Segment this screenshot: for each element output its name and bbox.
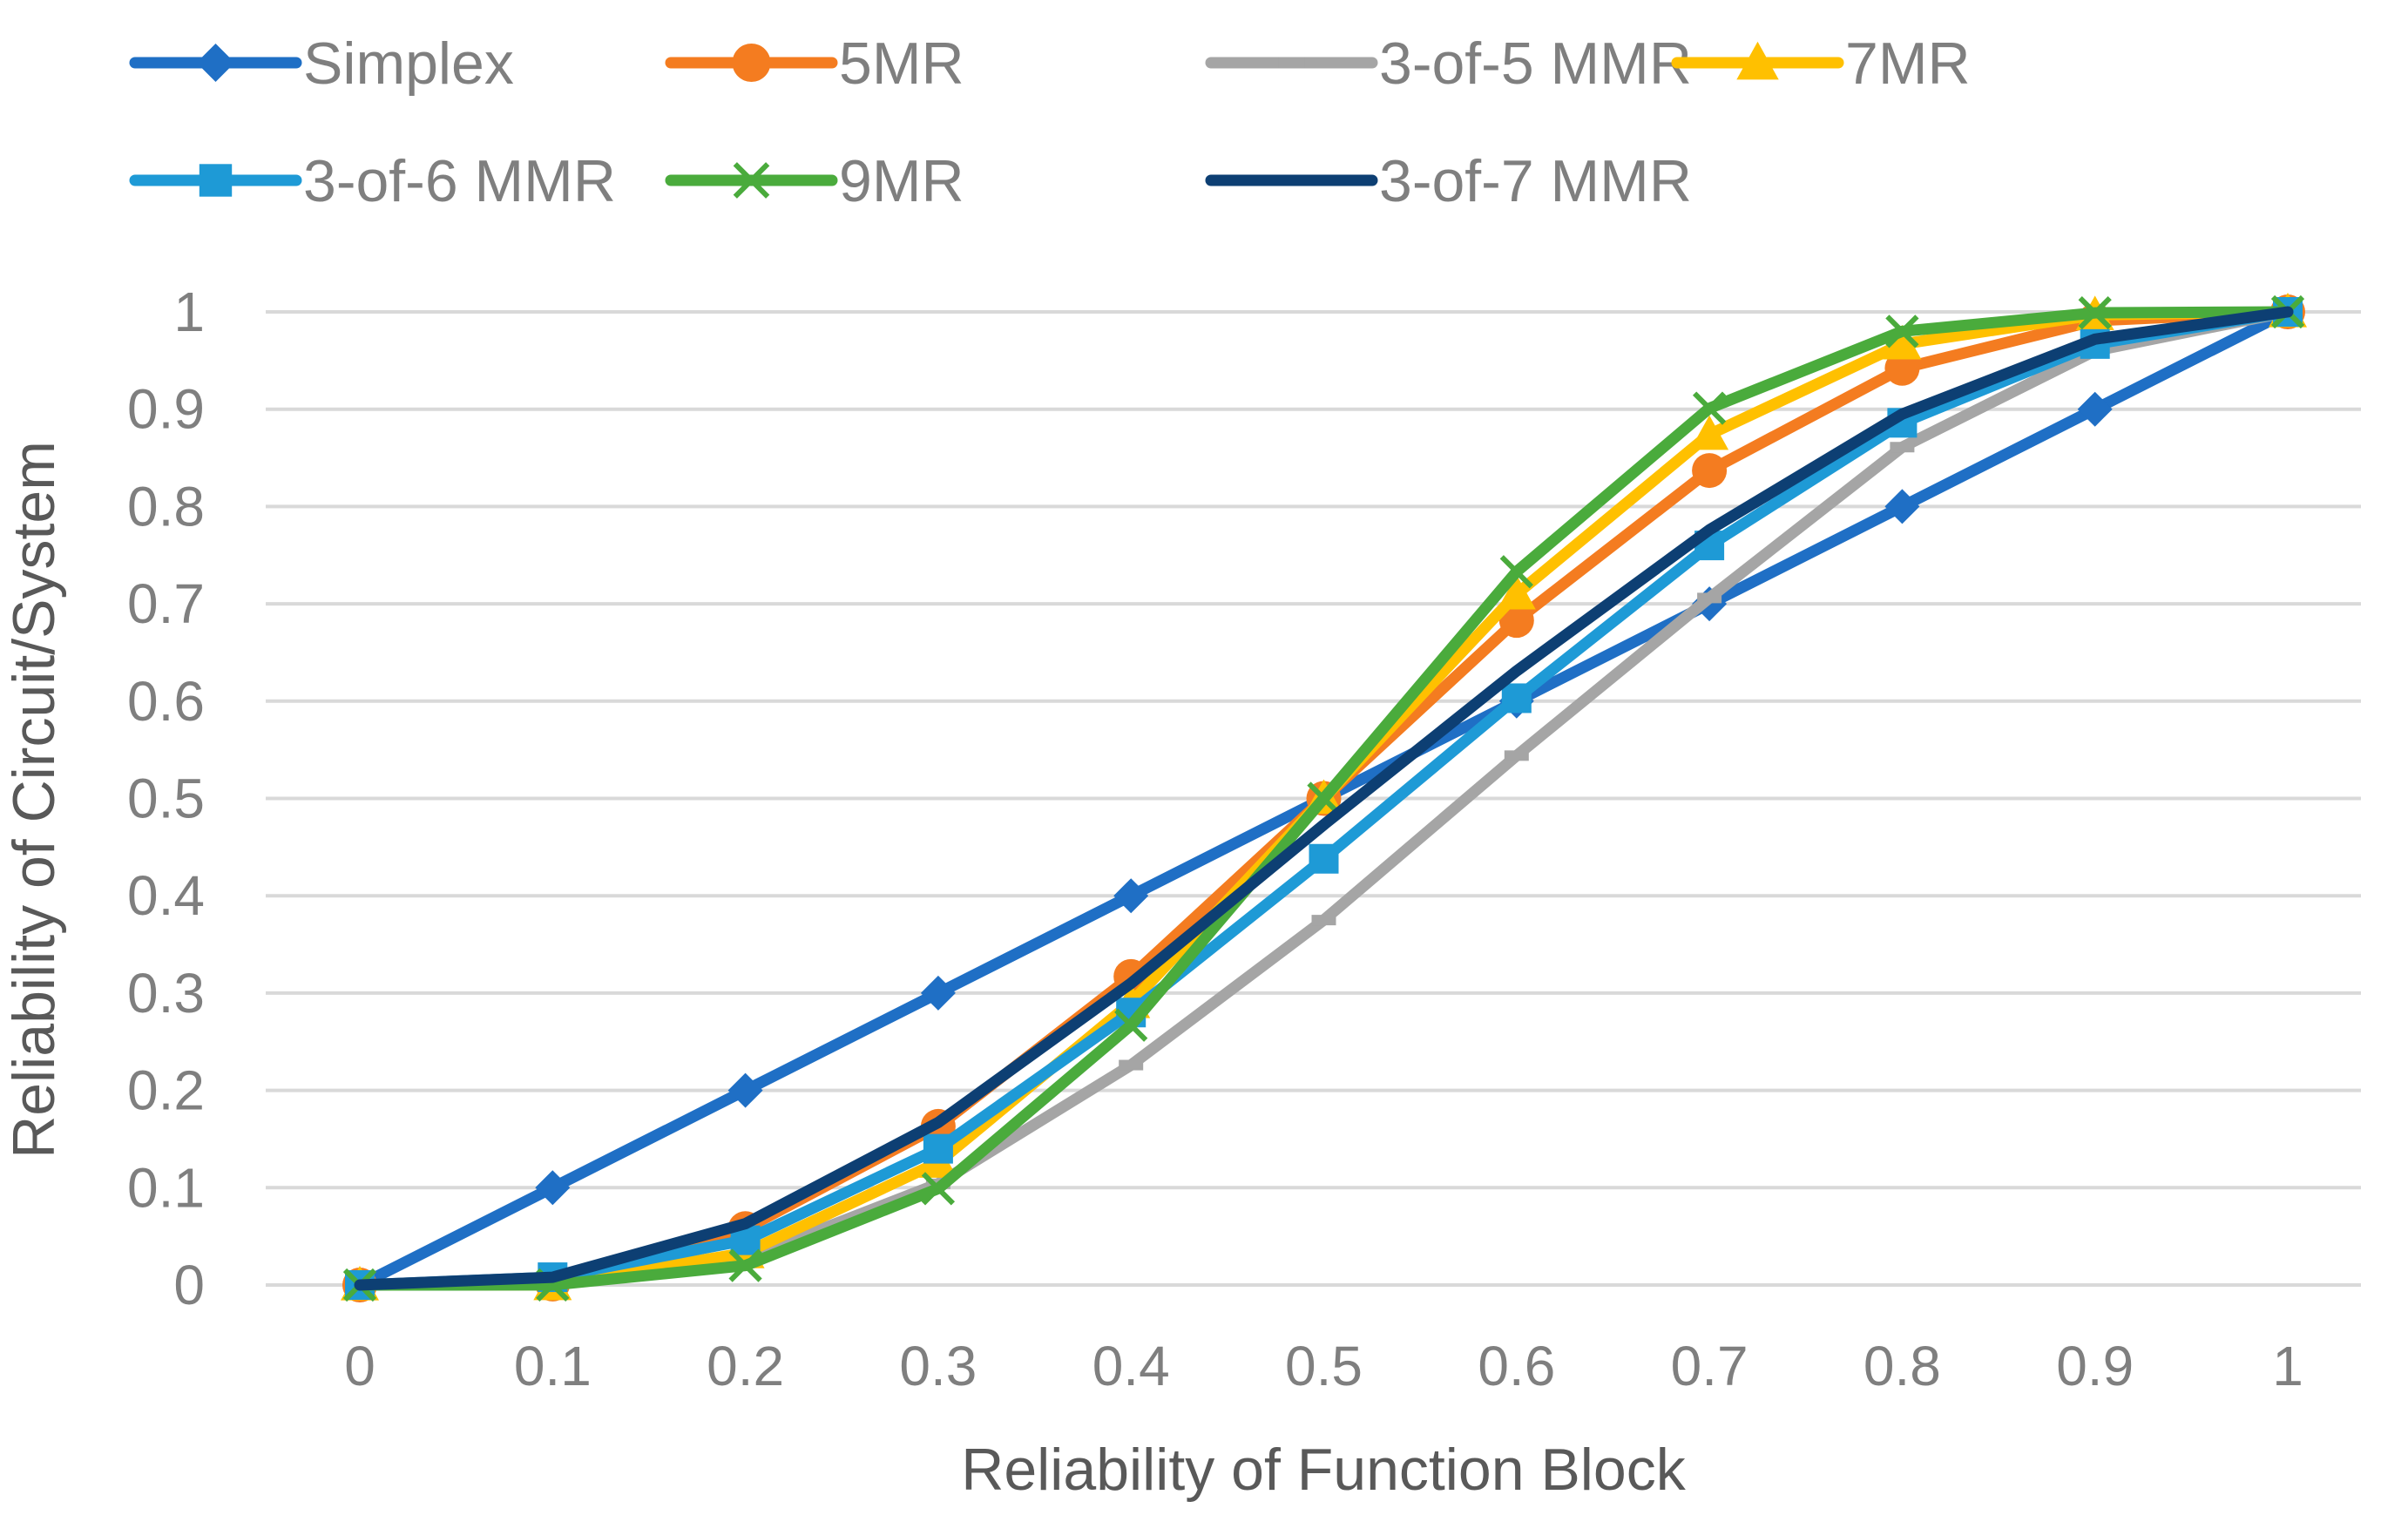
legend-label: 5MR bbox=[839, 30, 964, 97]
y-tick-label: 0.4 bbox=[127, 864, 205, 927]
square-marker bbox=[1501, 683, 1532, 714]
triangle-marker bbox=[1497, 574, 1536, 610]
series-line bbox=[354, 306, 2294, 1291]
circle-marker bbox=[732, 44, 771, 82]
dash-marker bbox=[1697, 592, 1722, 604]
diamond-marker bbox=[196, 44, 235, 82]
legend-label: 3-of-7 MMR bbox=[1379, 148, 1692, 214]
legend-item: Simplex bbox=[129, 30, 514, 97]
circle-marker bbox=[1884, 350, 1920, 386]
triangle-marker bbox=[1690, 415, 1729, 450]
circle-marker bbox=[1692, 453, 1728, 489]
legend-item: 3-of-7 MMR bbox=[1205, 148, 1692, 214]
x-marker bbox=[1114, 1008, 1148, 1042]
diamond-marker bbox=[1113, 878, 1149, 914]
data-series bbox=[341, 293, 2307, 1302]
diamond-marker bbox=[727, 1072, 763, 1108]
series-3-of-7-mmr bbox=[354, 306, 2294, 1291]
y-axis-title: Reliability of Circuit/System bbox=[1, 441, 67, 1159]
x-marker bbox=[733, 162, 770, 199]
y-tick-label: 1 bbox=[173, 281, 205, 343]
x-marker bbox=[1692, 391, 1727, 425]
legend-item: 3-of-5 MMR bbox=[1205, 30, 1692, 97]
x-tick-label: 0.9 bbox=[2056, 1335, 2134, 1397]
x-tick-label: 1 bbox=[2272, 1335, 2303, 1397]
y-axis-tick-labels: 0 0.1 0.2 0.3 0.4 0.5 0.6 0.7 0.8 0.9 1 bbox=[127, 281, 205, 1316]
y-tick-label: 0.2 bbox=[127, 1059, 205, 1122]
diamond-marker bbox=[1884, 489, 1920, 524]
diamond-marker bbox=[920, 975, 956, 1011]
x-marker bbox=[1307, 781, 1341, 815]
y-tick-label: 0.3 bbox=[127, 962, 205, 1025]
dash-marker bbox=[1504, 750, 1529, 761]
x-marker bbox=[921, 1172, 956, 1206]
circle-marker bbox=[1498, 603, 1534, 639]
x-tick-label: 0.1 bbox=[514, 1335, 592, 1397]
legend-label: 9MR bbox=[839, 148, 964, 214]
legend-label: 3-of-6 MMR bbox=[303, 148, 616, 214]
legend-label: Simplex bbox=[303, 30, 514, 97]
legend-item: 3-of-6 MMR bbox=[129, 148, 616, 214]
x-marker bbox=[1499, 555, 1533, 589]
x-tick-label: 0.7 bbox=[1671, 1335, 1749, 1397]
dash-marker bbox=[1311, 915, 1336, 926]
square-marker bbox=[1309, 843, 1339, 874]
square-marker bbox=[923, 1133, 953, 1164]
y-tick-label: 0.1 bbox=[127, 1156, 205, 1219]
legend-item: 7MR bbox=[1671, 30, 1971, 97]
dash-marker bbox=[1119, 1059, 1144, 1071]
legend-label: 3-of-5 MMR bbox=[1379, 30, 1692, 97]
legend-label: 7MR bbox=[1845, 30, 1971, 97]
x-marker bbox=[1885, 314, 1919, 348]
y-tick-label: 0.6 bbox=[127, 670, 205, 733]
legend-item: 9MR bbox=[665, 148, 964, 214]
y-tick-label: 0 bbox=[173, 1254, 205, 1316]
legend-item: 5MR bbox=[665, 30, 964, 97]
triangle-marker bbox=[1883, 324, 1922, 360]
x-tick-label: 0.8 bbox=[1863, 1335, 1941, 1397]
dash-marker bbox=[1890, 442, 1915, 453]
x-tick-label: 0.4 bbox=[1092, 1335, 1170, 1397]
triangle-marker bbox=[1736, 41, 1779, 80]
dash-marker bbox=[1278, 57, 1305, 68]
x-tick-label: 0.6 bbox=[1478, 1335, 1555, 1397]
y-tick-label: 0.9 bbox=[127, 378, 205, 441]
diamond-marker bbox=[535, 1170, 571, 1206]
legend: Simplex 5MR 3-of-5 MMR 7MR 3-of-6 MMR 9MR 3-of… bbox=[129, 30, 1971, 214]
diamond-marker bbox=[2077, 391, 2113, 427]
y-tick-label: 0.5 bbox=[127, 768, 205, 830]
x-tick-label: 0 bbox=[344, 1335, 375, 1397]
x-axis-tick-labels: 0 0.1 0.2 0.3 0.4 0.5 0.6 0.7 0.8 0.9 1 bbox=[344, 1335, 2303, 1397]
y-tick-label: 0.8 bbox=[127, 475, 205, 538]
y-tick-label: 0.7 bbox=[127, 572, 205, 635]
x-marker bbox=[728, 1248, 762, 1282]
x-tick-label: 0.2 bbox=[707, 1335, 784, 1397]
x-tick-label: 0.5 bbox=[1285, 1335, 1363, 1397]
x-marker bbox=[2078, 295, 2112, 330]
square-marker bbox=[199, 164, 233, 197]
x-axis-title: Reliability of Function Block bbox=[961, 1437, 1686, 1503]
x-tick-label: 0.3 bbox=[899, 1335, 977, 1397]
